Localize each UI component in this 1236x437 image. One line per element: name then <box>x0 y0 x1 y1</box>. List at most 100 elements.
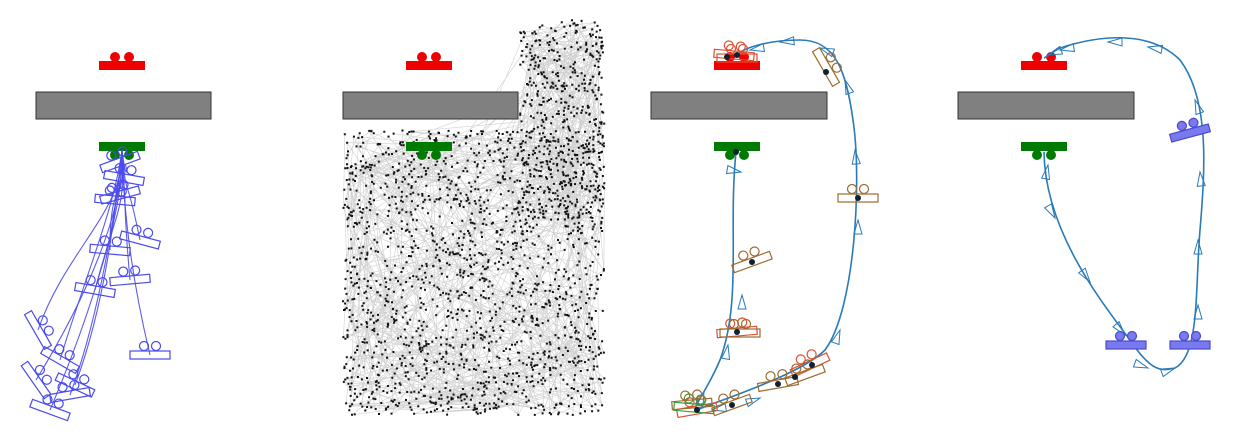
pose-knob <box>858 183 870 195</box>
waypoint-node <box>729 402 735 408</box>
arrow-head <box>744 397 762 408</box>
waypoint-node <box>823 69 829 75</box>
arrow-head <box>1043 203 1056 220</box>
goal-knob <box>417 52 427 62</box>
pose-base <box>29 398 71 422</box>
pose-knob <box>97 277 108 288</box>
rollout-end-pose <box>23 309 54 351</box>
pose-base <box>94 193 136 207</box>
pose-knob <box>106 150 117 161</box>
agent-pose <box>1169 330 1211 350</box>
panel-executed-path <box>957 37 1212 378</box>
pose-base <box>673 401 715 415</box>
arrow-head <box>1112 320 1127 337</box>
pose-knob <box>737 43 749 55</box>
pose-knob <box>738 250 749 261</box>
pose-knob <box>740 318 752 330</box>
pose-knob <box>1126 330 1138 342</box>
arrow-head <box>1077 267 1092 284</box>
pose-knob <box>34 364 46 376</box>
rollout-trajectory <box>114 149 128 201</box>
goal-knob <box>1032 52 1042 62</box>
arrow-head <box>1058 42 1076 53</box>
direction-arrow <box>720 343 731 361</box>
direction-arrow <box>710 402 728 413</box>
pose-base <box>1169 340 1211 350</box>
waypoint-pose <box>837 183 879 203</box>
pose-knob <box>131 224 142 235</box>
pose-knob <box>57 382 68 393</box>
panel-search-tree-markers <box>342 52 519 160</box>
rollout-trajectory <box>121 149 151 356</box>
pose-base <box>731 250 773 274</box>
pose-knob <box>692 389 703 400</box>
pose-knob <box>79 374 90 385</box>
arrow-head <box>1106 37 1123 47</box>
waypoint-node <box>694 407 700 413</box>
waypoint-node <box>734 52 740 58</box>
arrow-head <box>1159 367 1177 378</box>
pose-knob <box>791 363 802 374</box>
pose-knob <box>43 325 54 336</box>
goal-marker <box>99 52 145 70</box>
direction-arrow <box>851 148 861 165</box>
pose-knob <box>118 266 129 277</box>
pose-knob <box>37 315 48 326</box>
goal-marker <box>406 52 452 70</box>
tree-edges <box>342 19 605 416</box>
start-knob <box>110 150 120 160</box>
executed-path-curve <box>1043 37 1205 371</box>
pose-knob <box>806 349 817 360</box>
pose-base <box>99 150 141 174</box>
start-marker <box>1021 142 1067 160</box>
pose-base <box>73 281 117 299</box>
direction-arrow <box>1040 163 1051 181</box>
arrow-head <box>1132 358 1150 369</box>
pose-base <box>118 230 162 250</box>
direction-arrow <box>1046 45 1064 56</box>
arrow-head <box>737 293 747 310</box>
waypoint-node <box>724 54 730 60</box>
pose-knob <box>680 390 691 401</box>
waypoint-node <box>733 149 739 155</box>
pose-base <box>20 360 52 400</box>
arrow-head <box>1194 98 1205 116</box>
start-knob <box>739 150 749 160</box>
rollout-end-pose <box>73 274 117 299</box>
pose-knob <box>41 374 52 385</box>
direction-arrow <box>844 78 855 96</box>
pose-knob <box>150 340 162 352</box>
direction-arrow <box>1077 267 1092 284</box>
waypoint-pose <box>719 318 761 338</box>
start-knob <box>1032 150 1042 160</box>
pose-base <box>23 309 53 351</box>
arrow-head <box>1193 303 1203 320</box>
start-marker <box>406 142 452 160</box>
goal-base <box>1021 61 1067 70</box>
goal-knob <box>124 52 134 62</box>
waypoint-node <box>734 329 740 335</box>
pose-knob <box>111 236 122 247</box>
pose-knob <box>54 344 65 355</box>
pose-knob <box>1178 330 1190 342</box>
direction-arrow <box>1159 367 1177 378</box>
direction-arrow <box>1193 303 1203 320</box>
pose-base <box>98 185 142 205</box>
direction-arrow <box>1146 44 1164 55</box>
direction-arrow <box>748 42 766 53</box>
arrow-head <box>725 164 743 175</box>
waypoint-node <box>855 195 861 201</box>
direction-arrow <box>853 218 863 235</box>
rollout-pose <box>98 179 142 205</box>
waypoint-node <box>792 374 798 380</box>
direction-arrow <box>744 397 762 408</box>
start-knob <box>417 150 427 160</box>
panel-planned-path <box>650 36 879 419</box>
direction-arrow <box>1043 203 1056 220</box>
pose-knob <box>64 350 75 361</box>
pose-knob <box>725 318 736 329</box>
start-knob <box>725 150 735 160</box>
pose-knob <box>728 318 740 330</box>
waypoint-pose <box>671 389 713 411</box>
